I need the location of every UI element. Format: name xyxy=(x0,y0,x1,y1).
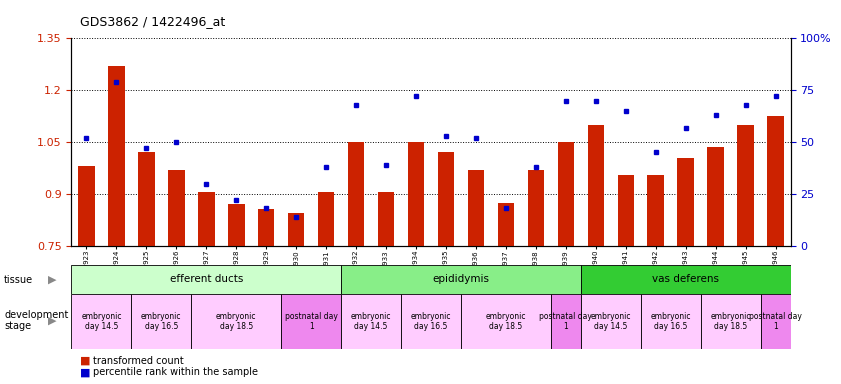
Bar xyxy=(401,294,461,349)
Bar xyxy=(408,142,424,246)
Bar xyxy=(468,170,484,246)
Text: percentile rank within the sample: percentile rank within the sample xyxy=(93,367,257,377)
Bar xyxy=(318,192,335,246)
Bar xyxy=(527,170,544,246)
Text: postnatal day
1: postnatal day 1 xyxy=(285,312,337,331)
Text: ▶: ▶ xyxy=(48,275,56,285)
Text: ▶: ▶ xyxy=(48,316,56,326)
Bar xyxy=(707,147,724,246)
Text: embryonic
day 14.5: embryonic day 14.5 xyxy=(590,312,631,331)
Text: GDS3862 / 1422496_at: GDS3862 / 1422496_at xyxy=(80,15,225,28)
Bar xyxy=(348,142,364,246)
Bar xyxy=(760,294,791,349)
Bar xyxy=(641,294,701,349)
Bar xyxy=(71,294,131,349)
Text: ■: ■ xyxy=(80,367,90,377)
Bar xyxy=(138,152,155,246)
Bar xyxy=(678,158,694,246)
Bar xyxy=(108,66,124,246)
Bar xyxy=(588,125,604,246)
Text: efferent ducts: efferent ducts xyxy=(170,274,243,285)
Bar xyxy=(78,166,95,246)
Bar xyxy=(131,294,191,349)
Bar xyxy=(581,265,791,294)
Text: tissue: tissue xyxy=(4,275,34,285)
Bar xyxy=(341,265,581,294)
Text: embryonic
day 18.5: embryonic day 18.5 xyxy=(485,312,526,331)
Text: ■: ■ xyxy=(80,356,90,366)
Bar xyxy=(258,210,274,246)
Text: transformed count: transformed count xyxy=(93,356,183,366)
Bar xyxy=(551,294,581,349)
Text: embryonic
day 18.5: embryonic day 18.5 xyxy=(216,312,257,331)
Bar xyxy=(617,175,634,246)
Bar xyxy=(288,213,304,246)
Text: embryonic
day 18.5: embryonic day 18.5 xyxy=(711,312,751,331)
Bar xyxy=(228,204,245,246)
Text: development
stage: development stage xyxy=(4,310,69,331)
Text: embryonic
day 16.5: embryonic day 16.5 xyxy=(650,312,691,331)
Bar xyxy=(191,294,281,349)
Text: embryonic
day 16.5: embryonic day 16.5 xyxy=(141,312,182,331)
Text: postnatal day
1: postnatal day 1 xyxy=(539,312,592,331)
Bar xyxy=(701,294,760,349)
Bar xyxy=(168,170,184,246)
Bar xyxy=(378,192,394,246)
Text: embryonic
day 14.5: embryonic day 14.5 xyxy=(351,312,391,331)
Bar xyxy=(438,152,454,246)
Bar xyxy=(558,142,574,246)
Text: epididymis: epididymis xyxy=(432,274,489,285)
Text: embryonic
day 16.5: embryonic day 16.5 xyxy=(410,312,452,331)
Bar xyxy=(461,294,551,349)
Bar xyxy=(581,294,641,349)
Bar xyxy=(498,203,514,246)
Bar xyxy=(198,192,214,246)
Bar xyxy=(71,265,341,294)
Bar xyxy=(738,125,754,246)
Bar xyxy=(341,294,401,349)
Bar xyxy=(281,294,341,349)
Text: vas deferens: vas deferens xyxy=(652,274,719,285)
Bar xyxy=(767,116,784,246)
Bar xyxy=(648,175,664,246)
Text: postnatal day
1: postnatal day 1 xyxy=(749,312,802,331)
Text: embryonic
day 14.5: embryonic day 14.5 xyxy=(82,312,122,331)
